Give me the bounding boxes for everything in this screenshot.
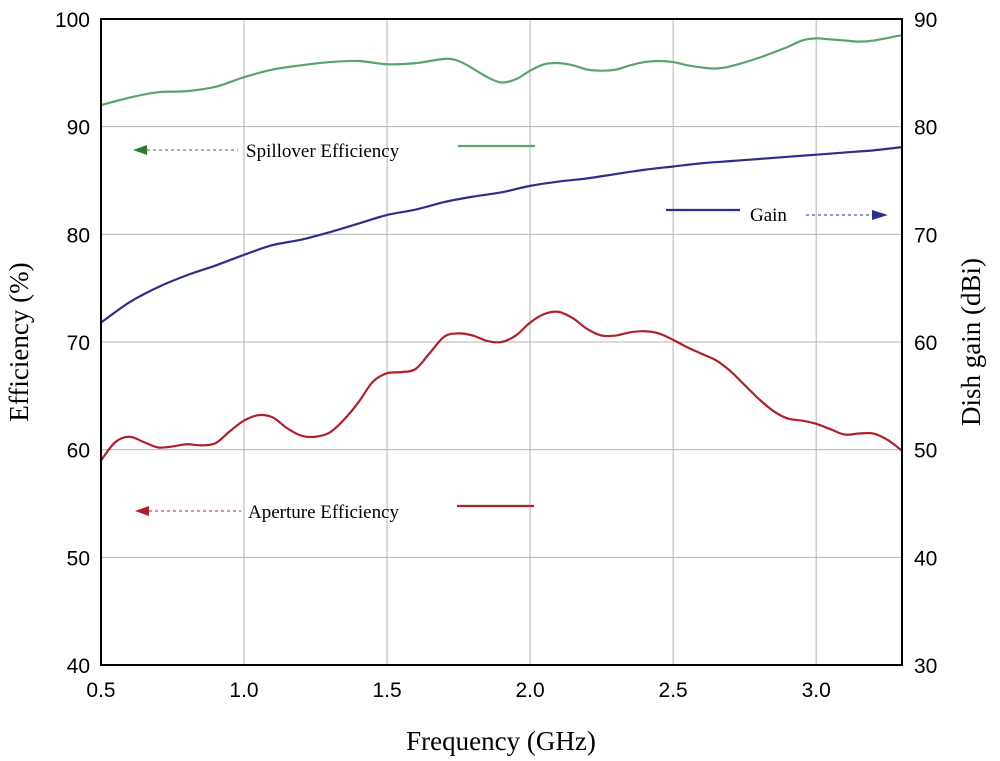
x-tick-label: 1.0 <box>229 679 258 702</box>
right-y-tick-label: 50 <box>914 440 937 463</box>
series-lines <box>99 34 904 462</box>
left-y-tick-label: 90 <box>67 117 90 140</box>
x-axis-title: Frequency (GHz) <box>406 726 596 756</box>
left-y-tick-label: 50 <box>67 547 90 570</box>
grid-lines <box>101 19 902 665</box>
legend-spillover-label: Spillover Efficiency <box>246 141 400 162</box>
right-y-tick-label: 30 <box>914 655 937 678</box>
tick-labels: 0.5 1.0 1.5 2.0 2.5 3.0 40 50 60 70 80 90 100 30 40 50 6… <box>55 9 937 702</box>
right-y-tick-label: 90 <box>914 9 937 32</box>
spillover-efficiency-line <box>99 34 904 107</box>
right-y-tick-label: 40 <box>914 547 937 570</box>
x-tick-label: 1.5 <box>372 679 401 702</box>
plot-frame <box>100 18 903 666</box>
right-y-tick-label: 70 <box>914 224 937 247</box>
right-y-tick-label: 80 <box>914 117 937 140</box>
gain-line <box>99 146 904 324</box>
legend-gain-arrow-icon <box>872 210 888 220</box>
x-tick-label: 2.0 <box>516 679 545 702</box>
legend-gain-label: Gain <box>750 205 787 226</box>
left-y-tick-label: 100 <box>55 9 90 32</box>
x-tick-label: 3.0 <box>802 679 831 702</box>
legend-aperture-label: Aperture Efficiency <box>248 502 400 523</box>
left-axis-title: Efficiency (%) <box>4 262 34 421</box>
legend-gain: Gain <box>666 205 888 226</box>
legend-aperture-arrow-icon <box>135 506 149 516</box>
left-y-tick-label: 60 <box>67 440 90 463</box>
left-y-tick-label: 70 <box>67 332 90 355</box>
legend-spillover: Spillover Efficiency <box>133 141 535 162</box>
legend-aperture: Aperture Efficiency <box>135 502 534 523</box>
left-y-tick-label: 80 <box>67 224 90 247</box>
right-y-tick-label: 60 <box>914 332 937 355</box>
x-tick-label: 2.5 <box>659 679 688 702</box>
legend-spillover-arrow-icon <box>133 145 147 155</box>
left-y-tick-label: 40 <box>67 655 90 678</box>
aperture-efficiency-line <box>99 310 904 462</box>
right-axis-title: Dish gain (dBi) <box>956 258 986 426</box>
x-tick-label: 0.5 <box>86 679 115 702</box>
